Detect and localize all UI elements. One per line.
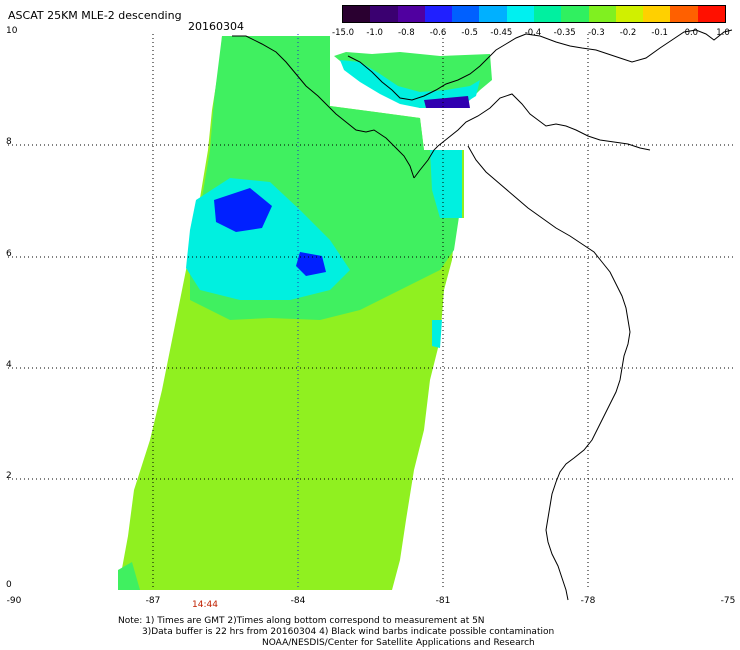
note-line-3: NOAA/NESDIS/Center for Satellite Applica… bbox=[262, 638, 535, 648]
swath-blue-core bbox=[214, 188, 272, 232]
y-tick-label: 4 bbox=[6, 360, 12, 370]
colorbar-segment bbox=[615, 6, 644, 22]
swath-blue-spot bbox=[296, 252, 326, 276]
colorbar-swatch bbox=[343, 6, 725, 22]
coastline-pacific-south bbox=[467, 145, 631, 601]
coastline-panama bbox=[347, 33, 527, 101]
colorbar-label: -0.35 bbox=[553, 28, 576, 38]
colorbar-label: -1.0 bbox=[366, 28, 383, 38]
y-tick-label: 0 bbox=[6, 580, 12, 590]
colorbar-label: -0.45 bbox=[490, 28, 513, 38]
colorbar-segment bbox=[588, 6, 616, 22]
colorbar-segment bbox=[643, 6, 671, 22]
x-tick-label: -84 bbox=[290, 596, 306, 606]
product-date: 20160304 bbox=[188, 20, 244, 33]
coastline-colombia-caribbean bbox=[525, 29, 733, 63]
swath-north-dark bbox=[424, 96, 470, 108]
swath-edge-green bbox=[118, 562, 140, 590]
colorbar-segment bbox=[561, 6, 589, 22]
colorbar-label: -0.8 bbox=[398, 28, 415, 38]
colorbar-segment bbox=[506, 6, 534, 22]
pass-time: 14:44 bbox=[192, 600, 218, 610]
coastline-central-america bbox=[232, 35, 415, 179]
colorbar-segment bbox=[479, 6, 507, 22]
swath-cyan-spot bbox=[432, 320, 442, 348]
swath-north-cyan bbox=[340, 60, 480, 108]
y-tick-label: 2 bbox=[6, 471, 12, 481]
coastline bbox=[232, 29, 733, 601]
colorbar-label: -0.4 bbox=[524, 28, 542, 38]
colorbar-segment bbox=[343, 6, 371, 22]
colorbar bbox=[342, 5, 726, 23]
colorbar-segment bbox=[452, 6, 480, 22]
swath-cyan-edge bbox=[430, 150, 462, 218]
x-tick-label: -81 bbox=[435, 596, 451, 606]
y-tick-label: 10 bbox=[6, 26, 18, 36]
y-tick-label: 6 bbox=[6, 249, 12, 259]
coastline-colombia-pacific bbox=[437, 93, 651, 151]
product-title: ASCAT 25KM MLE-2 descending bbox=[8, 9, 182, 22]
colorbar-label: 0.0 bbox=[684, 28, 699, 38]
colorbar-label: -0.3 bbox=[588, 28, 605, 38]
colorbar-segment bbox=[397, 6, 425, 22]
colorbar-label: -15.0 bbox=[332, 28, 354, 38]
colorbar-segment bbox=[424, 6, 453, 22]
colorbar-segment bbox=[697, 6, 725, 22]
colorbar-segment bbox=[670, 6, 698, 22]
colorbar-segment bbox=[533, 6, 562, 22]
colorbar-segment bbox=[370, 6, 398, 22]
colorbar-label: -0.1 bbox=[651, 28, 668, 38]
x-tick-label: -90 bbox=[6, 596, 22, 606]
note-line-1: Note: 1) Times are GMT 2)Times along bot… bbox=[118, 616, 485, 626]
colorbar-label: -0.2 bbox=[619, 28, 637, 38]
wind-swath bbox=[118, 36, 492, 590]
x-tick-label: -75 bbox=[720, 596, 736, 606]
x-tick-label: -87 bbox=[145, 596, 161, 606]
colorbar-label: -0.5 bbox=[461, 28, 478, 38]
y-tick-label: 8 bbox=[6, 137, 12, 147]
coastline-costa-rica bbox=[413, 145, 439, 179]
x-tick-label: -78 bbox=[580, 596, 596, 606]
note-line-2: 3)Data buffer is 22 hrs from 20160304 4)… bbox=[142, 627, 555, 637]
colorbar-label: -0.6 bbox=[429, 28, 447, 38]
lat-lon-grid bbox=[8, 34, 736, 588]
